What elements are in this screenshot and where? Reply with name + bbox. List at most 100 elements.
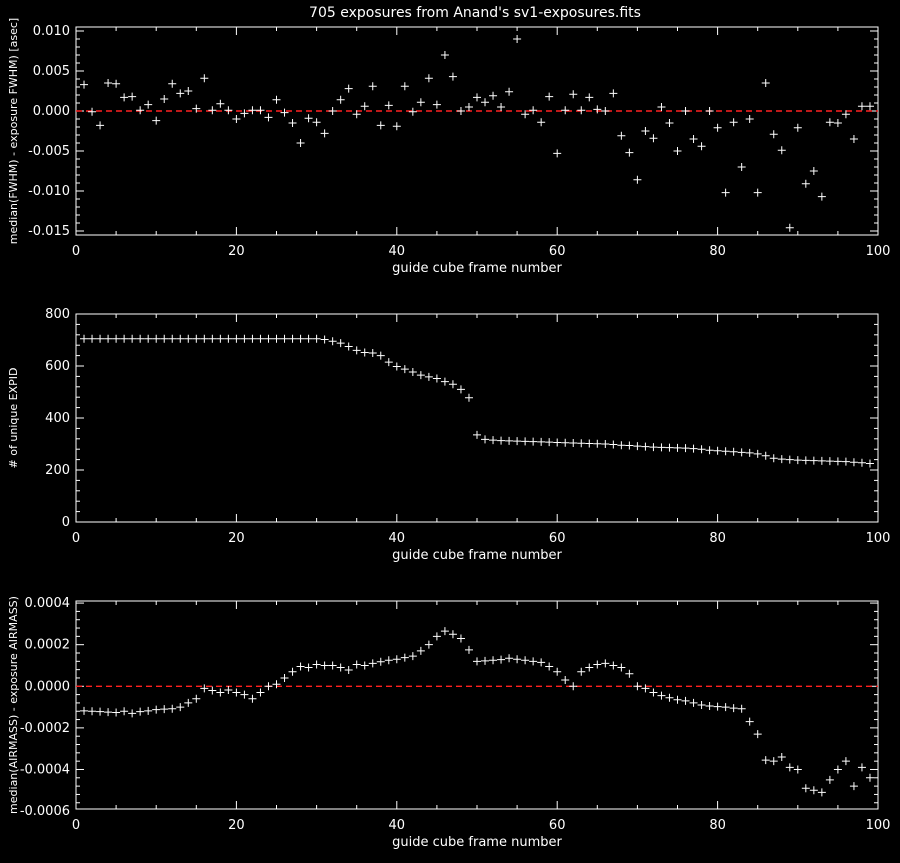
data-point [593,660,602,669]
data-point [144,706,153,715]
data-point [849,135,858,143]
data-point [160,95,169,103]
data-point [304,334,313,343]
data-point [176,334,185,343]
data-point [416,371,425,380]
data-point [192,694,201,703]
data-point [88,334,97,343]
data-point [633,175,642,184]
data-point [168,79,177,88]
data-point [200,684,209,693]
data-point [256,334,265,343]
x-tick-label: 40 [389,531,406,546]
data-point [809,167,818,175]
data-point [601,659,610,668]
data-point [617,441,626,450]
data-point [745,717,754,726]
data-point [320,129,329,138]
data-point [785,455,794,464]
x-tick-label: 0 [72,531,80,546]
data-point [376,351,385,360]
data-point [617,663,626,672]
data-point [697,142,706,151]
data-point [416,646,425,655]
data-point [344,666,353,675]
data-point [601,440,610,448]
data-point [673,443,682,452]
data-point [529,437,538,446]
data-point [529,106,538,115]
data-point [440,377,449,386]
data-point [737,163,746,171]
data-point [136,334,145,343]
data-point [761,79,770,87]
data-point [585,93,594,102]
data-point [184,87,193,95]
data-point [713,702,722,711]
data-point [737,704,746,713]
y-axis-label: median(FWHM) - exposure FWHM) [asec] [7,18,20,244]
data-point [665,693,674,702]
data-point [721,447,730,456]
data-point [785,223,794,232]
data-point [288,334,297,343]
data-point [657,443,666,452]
y-tick-label: 800 [45,307,70,322]
data-point [673,695,682,704]
y-tick-label: -0.005 [28,144,70,159]
data-point [232,334,241,343]
data-point [625,669,634,678]
data-point [729,447,738,456]
data-point [216,688,225,697]
x-tick-label: 20 [228,244,245,259]
data-point [705,446,714,455]
data-point [168,334,177,343]
data-point [625,441,634,450]
data-point [144,100,153,109]
data-point [288,119,297,127]
data-point [80,80,89,89]
x-tick-label: 40 [389,818,406,833]
data-point [569,90,578,99]
y-tick-label: 0 [62,515,70,530]
data-point [320,335,329,344]
data-point [681,107,690,115]
data-point [657,103,666,111]
data-point [489,91,498,100]
data-point [497,655,506,664]
data-point [328,107,337,115]
y-tick-label: 0.0002 [25,638,71,653]
data-point [481,435,490,444]
data-point [545,662,554,671]
data-point [264,334,273,343]
data-point [160,705,169,714]
data-point [264,113,273,122]
data-point [753,449,762,458]
data-point [865,102,874,111]
data-point [577,106,586,115]
data-point [320,661,329,670]
y-tick-label: -0.0006 [20,804,70,819]
data-point [849,782,858,791]
data-point [232,688,241,697]
data-point [801,456,810,465]
data-point [865,773,874,782]
y-tick-label: 200 [45,463,70,478]
x-axis-label: guide cube frame number [392,835,562,850]
data-point [577,667,586,676]
data-point [96,334,105,343]
data-point [192,104,201,113]
y-axis-label: median(AIRMASS) - exposure AIRMASS) [7,596,20,814]
data-point [392,655,401,664]
data-point [384,656,393,665]
data-point [553,667,562,676]
data-point [537,118,546,127]
data-point [857,102,866,111]
data-point [585,663,594,672]
x-tick-label: 100 [866,531,891,546]
data-point [497,103,506,111]
data-point [128,92,137,101]
data-point [120,334,129,343]
data-point [216,334,225,343]
data-point [761,451,770,460]
